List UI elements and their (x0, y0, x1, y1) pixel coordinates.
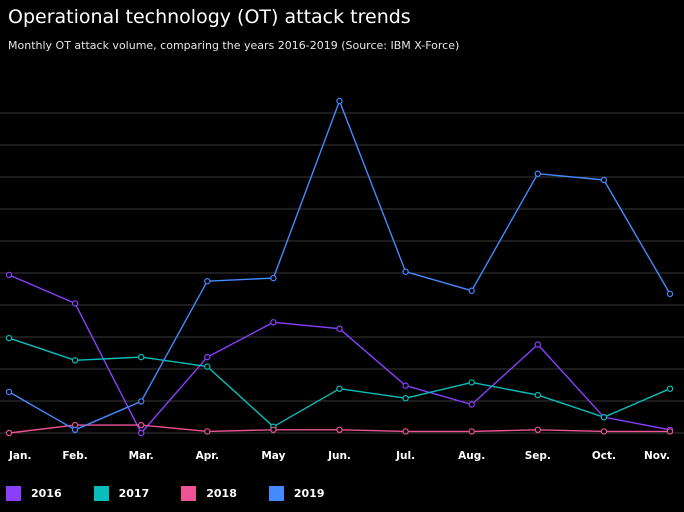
x-tick-label: Oct. (592, 450, 616, 462)
data-point-2017-6 (402, 395, 409, 402)
data-point-2019-0 (5, 388, 13, 396)
x-tick-label: Jun. (327, 450, 351, 462)
series-line-2017 (8, 337, 671, 428)
data-point-2016-6 (402, 382, 409, 389)
x-tick-label: Jan. (8, 450, 31, 462)
data-point-2019-1 (71, 426, 79, 433)
legend-item-2016: 2016 (6, 486, 62, 501)
line-chart: Jan. Feb. Mar. Apr. May Jun. Jul. Aug. Sep. Oct. N… (0, 97, 684, 462)
data-point-2017-5 (336, 385, 343, 392)
data-point-2018-3 (204, 428, 211, 435)
data-point-2016-8 (534, 341, 542, 348)
x-tick-label: Feb. (62, 450, 87, 462)
data-point-2018-4 (270, 426, 277, 433)
x-tick-label: Jul. (395, 450, 415, 462)
data-point-2017-2 (137, 353, 145, 361)
chart-title: Operational technology (OT) attack trend… (8, 6, 411, 28)
data-point-2016-1 (71, 300, 79, 307)
legend-swatch-2016 (6, 486, 21, 501)
data-point-2016-0 (5, 271, 13, 279)
data-point-2016-2 (137, 429, 145, 437)
x-tick-label: Aug. (458, 450, 485, 462)
data-point-2018-10 (666, 428, 674, 435)
data-point-2018-0 (5, 429, 13, 437)
x-tick-label: Mar. (129, 450, 154, 462)
legend: 2016 2017 2018 2019 (6, 486, 357, 501)
legend-swatch-2017 (93, 486, 109, 501)
data-point-2017-10 (666, 385, 674, 392)
series-lines (8, 100, 671, 434)
data-point-2016-3 (204, 353, 211, 361)
legend-item-2019: 2019 (268, 486, 325, 501)
data-point-2017-3 (204, 363, 211, 370)
data-point-2018-6 (402, 428, 409, 435)
data-point-2019-6 (402, 268, 409, 275)
legend-swatch-2019 (268, 486, 284, 501)
chart-subtitle: Monthly OT attack volume, comparing the … (8, 39, 460, 52)
x-tick-label: Sep. (525, 450, 551, 462)
data-point-2017-7 (468, 379, 475, 386)
data-point-2016-4 (270, 319, 277, 326)
gridlines (0, 112, 684, 434)
data-point-2018-7 (468, 428, 475, 435)
legend-label-2016: 2016 (31, 487, 62, 500)
data-point-2018-2 (137, 421, 145, 429)
data-point-2017-8 (534, 391, 542, 399)
data-point-2019-3 (204, 278, 211, 285)
legend-label-2019: 2019 (293, 487, 325, 500)
data-point-2018-9 (600, 428, 608, 435)
legend-item-2018: 2018 (181, 486, 237, 501)
series-points (5, 97, 674, 437)
data-point-2018-5 (336, 426, 343, 433)
x-tick-label: May (261, 450, 285, 462)
legend-item-2017: 2017 (93, 486, 150, 501)
data-point-2019-9 (600, 176, 608, 184)
data-point-2016-7 (468, 401, 475, 408)
data-point-2017-9 (600, 414, 608, 421)
data-point-2017-1 (71, 357, 79, 364)
data-point-2016-5 (336, 325, 343, 332)
data-point-2019-5 (336, 97, 343, 105)
series-line-2016 (8, 274, 671, 434)
data-point-2019-4 (270, 274, 277, 282)
legend-label-2017: 2017 (118, 487, 150, 500)
legend-swatch-2018 (181, 486, 197, 501)
data-point-2017-0 (5, 334, 13, 342)
data-point-2019-7 (468, 287, 475, 294)
data-point-2019-8 (534, 170, 542, 177)
data-point-2019-2 (137, 398, 145, 405)
data-point-2018-8 (534, 426, 542, 433)
x-tick-label: Nov. (644, 450, 670, 462)
data-point-2019-10 (666, 290, 674, 298)
x-axis-tick-labels: Jan. Feb. Mar. Apr. May Jun. Jul. Aug. Sep. Oct. N… (8, 450, 670, 462)
legend-label-2018: 2018 (206, 487, 237, 500)
x-tick-label: Apr. (196, 450, 219, 462)
